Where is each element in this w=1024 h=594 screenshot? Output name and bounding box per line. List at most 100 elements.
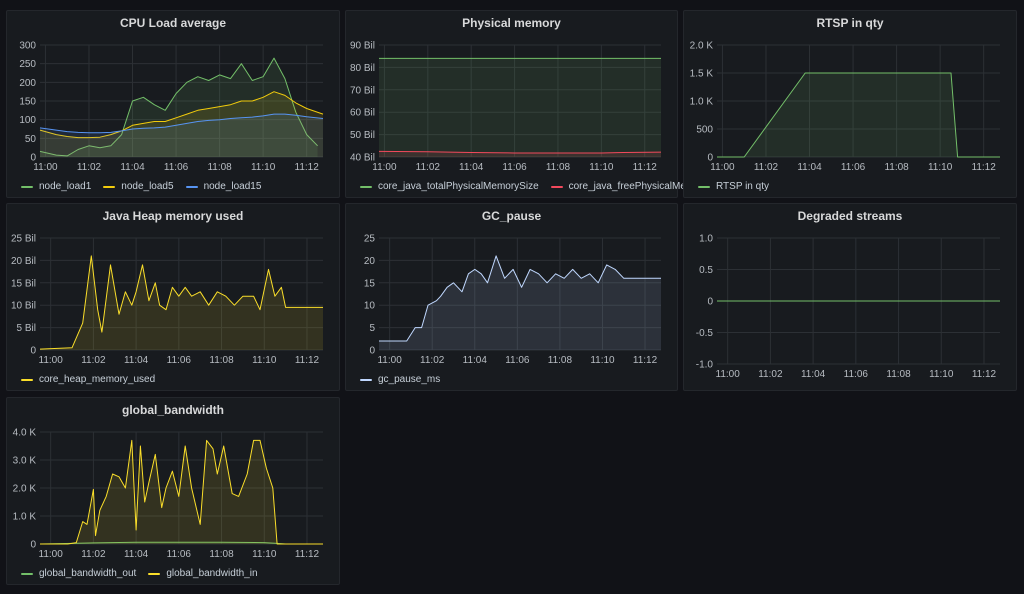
y-tick-label: -0.5 [696,328,714,339]
y-tick-label: 50 Bil [350,130,375,141]
legend-item[interactable]: core_java_totalPhysicalMemorySize [360,181,539,192]
x-tick-label: 11:10 [929,369,954,380]
legend-swatch [21,572,33,575]
x-tick-label: 11:08 [209,549,234,560]
legend-item[interactable]: global_bandwidth_out [21,568,136,579]
x-tick-label: 11:02 [81,549,106,560]
legend-swatch [21,185,33,188]
x-tick-label: 11:02 [416,162,441,173]
chart-degraded-streams: -1.0 -0.5 0 0.5 1.0 11:00 11:02 11:04 11:06 11:08… [696,234,1000,380]
legend-item[interactable]: RTSP in qty [698,181,769,192]
y-tick-label: 40 Bil [350,153,375,164]
legend-label: core_heap_memory_used [39,374,156,385]
x-tick-label: 11:08 [546,162,571,173]
x-tick-label: 11:12 [972,162,997,173]
y-tick-label: 15 [364,278,376,289]
y-tick-label: 70 Bil [350,85,375,96]
x-tick-label: 11:02 [754,162,779,173]
y-tick-label: 50 [25,134,37,145]
series-line [39,113,324,134]
legend-item[interactable]: node_load15 [185,181,262,192]
y-tick-label: 300 [19,41,36,52]
series-area [40,114,323,157]
legend-label: node_load15 [203,181,262,192]
x-tick-label: 11:10 [928,162,953,173]
panel-title[interactable]: global_bandwidth [122,403,224,417]
x-tick-label: 11:04 [120,162,145,173]
series-line [717,72,1000,158]
x-tick-label: 11:00 [33,162,58,173]
legend-label: core_java_totalPhysicalMemorySize [378,181,539,192]
x-tick-label: 11:04 [124,355,149,366]
y-tick-label: 10 [364,301,376,312]
y-tick-label: 0 [707,297,713,308]
legend-swatch [185,185,198,188]
x-tick-label: 11:06 [841,162,866,173]
legend-swatch [148,572,161,575]
y-tick-label: 60 Bil [350,108,375,119]
legend-label: node_load1 [39,181,92,192]
y-tick-label: 5 Bil [17,323,36,334]
x-tick-label: 11:10 [251,162,276,173]
y-tick-label: -1.0 [696,360,714,371]
panel-java-heap: Java Heap memory used 0 5 Bil 10 Bil 15 Bil… [6,203,340,391]
x-tick-label: 11:06 [505,355,530,366]
series-area [379,58,661,157]
x-tick-label: 11:04 [463,355,488,366]
x-tick-label: 11:12 [295,162,320,173]
panel-physical-memory: Physical memory 40 Bil 50 Bil 60 Bil 70 Bil… [345,10,728,198]
legend-item[interactable]: node_load1 [21,181,91,192]
x-tick-label: 11:08 [207,162,232,173]
panel-gc-pause: GC_pause 0 5 10 15 20 25 11:00 11:02 11:04 11:06 1… [345,203,678,391]
y-tick-label: 0.5 [699,265,713,276]
series-area [379,255,661,350]
x-tick-label: 11:06 [164,162,189,173]
y-tick-label: 5 [369,323,375,334]
y-tick-label: 0 [369,346,375,357]
legend-item[interactable]: core_heap_memory_used [21,374,155,385]
x-tick-label: 11:02 [77,162,102,173]
y-tick-label: 90 Bil [350,41,375,52]
legend-item[interactable]: core_java_freePhysicalMemorySize [550,181,728,192]
y-tick-label: 1.0 [699,234,713,245]
y-tick-label: 20 Bil [11,256,36,267]
panel-title[interactable]: RTSP in qty [816,16,884,30]
x-tick-label: 11:06 [167,355,192,366]
legend-label: gc_pause_ms [378,374,441,385]
x-tick-label: 11:04 [797,162,822,173]
x-tick-label: 11:10 [252,355,277,366]
chart-global-bandwidth: 0 1.0 K 2.0 K 3.0 K 4.0 K 11:00 11:02 11:04 11:0… [13,428,323,560]
legend-item[interactable]: node_load5 [103,181,174,192]
y-tick-label: 1.5 K [690,69,714,80]
panel-title[interactable]: GC_pause [481,209,542,223]
y-tick-label: 4.0 K [13,428,37,439]
x-tick-label: 11:04 [124,549,149,560]
x-tick-label: 11:04 [459,162,484,173]
y-tick-label: 0 [30,540,36,551]
legend: gc_pause_ms [360,374,671,385]
y-tick-label: 25 [364,234,376,245]
y-tick-label: 200 [19,78,36,89]
panel-title[interactable]: CPU Load average [119,16,227,30]
x-tick-label: 11:12 [295,549,320,560]
series-line [40,439,323,545]
x-tick-label: 11:06 [844,369,869,380]
y-tick-label: 500 [696,125,713,136]
x-tick-label: 11:00 [377,355,402,366]
panel-title[interactable]: Degraded streams [797,209,903,223]
x-tick-label: 11:10 [589,162,614,173]
panel-title[interactable]: Java Heap memory used [102,209,244,223]
series-area [40,255,323,350]
y-tick-label: 2.0 K [690,41,714,52]
series-line [39,57,318,157]
legend: RTSP in qty [698,181,1010,192]
legend-item[interactable]: gc_pause_ms [360,374,440,385]
legend-item[interactable]: global_bandwidth_in [148,568,258,579]
chart-gc-pause: 0 5 10 15 20 25 11:00 11:02 11:04 11:06 11:08 11:10… [364,234,661,366]
panel-title[interactable]: Physical memory [462,16,561,30]
x-tick-label: 11:02 [420,355,445,366]
legend: core_heap_memory_used [21,374,333,385]
x-tick-label: 11:02 [81,355,106,366]
y-tick-label: 100 [19,115,36,126]
y-tick-label: 2.0 K [13,484,37,495]
